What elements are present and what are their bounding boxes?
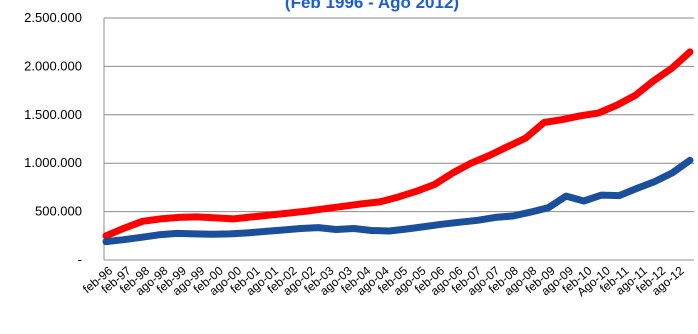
y-tick-label: 2.500.000 <box>24 10 82 25</box>
series-lines <box>102 48 694 246</box>
chart-title: (Feb 1996 - Ago 2012) <box>285 0 459 12</box>
series-line-0 <box>102 48 694 240</box>
y-tick-label: 500.000 <box>35 204 82 219</box>
grid-lines <box>103 17 694 261</box>
series-line-1 <box>102 156 694 246</box>
x-axis-ticks: feb-96feb-97feb-98ago-98feb-99ago-99feb-… <box>80 263 687 299</box>
y-tick-label: - <box>78 252 82 267</box>
y-axis-ticks: - 500.000 1.000.000 1.500.000 2.000.000 2.500… <box>24 10 82 267</box>
y-tick-label: 1.500.000 <box>24 107 82 122</box>
y-tick-label: 2.000.000 <box>24 58 82 73</box>
y-tick-label: 1.000.000 <box>24 155 82 170</box>
